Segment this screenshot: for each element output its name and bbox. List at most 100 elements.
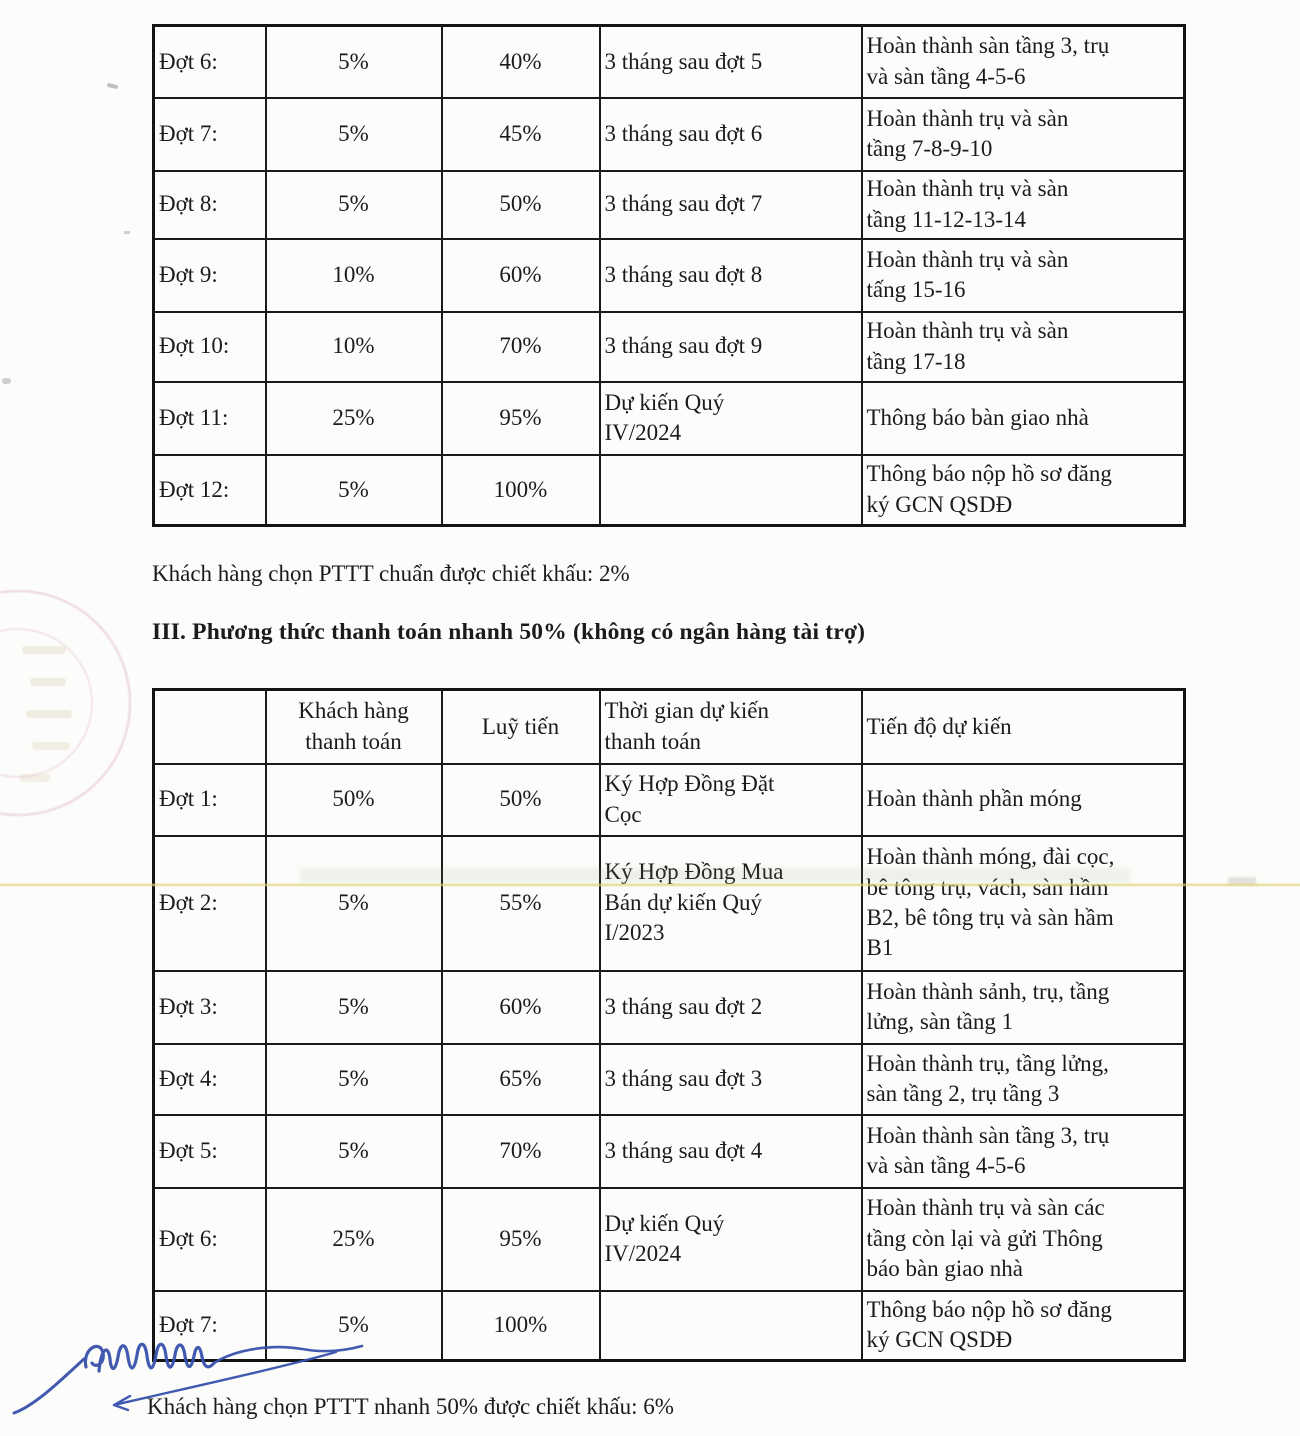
- cell-time: Dự kiến Quý IV/2024: [598, 380, 863, 456]
- cell-progress: Hoàn thành trụ và sàn các tầng còn lại v…: [860, 1186, 1186, 1292]
- cell-payment: 10%: [264, 237, 443, 313]
- cell-payment: 5%: [264, 1113, 443, 1189]
- cell-cumulative: 70%: [440, 1113, 601, 1189]
- cell-payment: 5%: [264, 96, 443, 172]
- cell-installment: Đợt 3:: [152, 969, 267, 1045]
- cell-installment: Đợt 1:: [152, 762, 267, 837]
- header-time: Thời gian dự kiến thanh toán: [598, 688, 863, 765]
- cell-payment: 5%: [264, 169, 443, 240]
- cell-progress: Thông báo nộp hồ sơ đăng ký GCN QSDĐ: [860, 453, 1186, 527]
- cell-payment: 5%: [264, 1289, 443, 1362]
- cell-payment: 5%: [264, 1042, 443, 1116]
- cell-cumulative: 55%: [440, 834, 601, 972]
- signature-scribble: [12, 1342, 364, 1415]
- header-cumulative: Luỹ tiến: [440, 688, 601, 765]
- cell-cumulative: 70%: [440, 310, 601, 383]
- table-header-row: Khách hàng thanh toán Luỹ tiến Thời gian…: [152, 688, 1186, 765]
- fast-discount-note: Khách hàng chọn PTTT nhanh 50% được chiế…: [147, 1394, 674, 1419]
- cell-payment: 5%: [264, 969, 443, 1045]
- table-row: Đợt 4: 5% 65% 3 tháng sau đợt 3 Hoàn thà…: [152, 1042, 1186, 1116]
- standard-discount-note: Khách hàng chọn PTTT chuẩn được chiết kh…: [152, 561, 630, 586]
- scan-speck: [124, 231, 130, 234]
- table-row: Đợt 6: 5% 40% 3 tháng sau đợt 5 Hoàn thà…: [152, 24, 1186, 99]
- cell-time: [598, 453, 863, 527]
- header-progress: Tiến độ dự kiến: [860, 688, 1186, 765]
- cell-payment: 25%: [264, 1186, 443, 1292]
- cell-progress: Hoàn thành sàn tầng 3, trụ và sàn tầng 4…: [860, 24, 1186, 99]
- table-row: Đợt 11: 25% 95% Dự kiến Quý IV/2024 Thôn…: [152, 380, 1186, 456]
- table-row: Đợt 12: 5% 100% Thông báo nộp hồ sơ đăng…: [152, 453, 1186, 527]
- table-row: Đợt 1: 50% 50% Ký Hợp Đồng Đặt Cọc Hoàn …: [152, 762, 1186, 837]
- standard-payment-table-continued: Đợt 6: 5% 40% 3 tháng sau đợt 5 Hoàn thà…: [152, 24, 1186, 527]
- table-row: Đợt 8: 5% 50% 3 tháng sau đợt 7 Hoàn thà…: [152, 169, 1186, 240]
- cell-payment: 50%: [264, 762, 443, 837]
- header-payment: Khách hàng thanh toán: [264, 688, 443, 765]
- cell-installment: Đợt 9:: [152, 237, 267, 313]
- cell-cumulative: 100%: [440, 1289, 601, 1362]
- cell-cumulative: 45%: [440, 96, 601, 172]
- cell-progress: Hoàn thành sảnh, trụ, tầng lửng, sàn tần…: [860, 969, 1186, 1045]
- cell-installment: Đợt 11:: [152, 380, 267, 456]
- cell-cumulative: 50%: [440, 169, 601, 240]
- cell-installment: Đợt 7:: [152, 1289, 267, 1362]
- cell-payment: 5%: [264, 24, 443, 99]
- cell-cumulative: 60%: [440, 969, 601, 1045]
- cell-progress: Hoàn thành trụ và sàn tấng 15-16: [860, 237, 1186, 313]
- header-installment: [152, 688, 267, 765]
- cell-time: Ký Hợp Đồng Mua Bán dự kiến Quý I/2023: [598, 834, 863, 972]
- cell-time: [598, 1289, 863, 1362]
- scan-speck: [106, 82, 119, 90]
- fast-payment-table: Khách hàng thanh toán Luỹ tiến Thời gian…: [152, 688, 1186, 1362]
- section-heading: III. Phương thức thanh toán nhanh 50% (k…: [152, 619, 866, 645]
- cell-time: 3 tháng sau đợt 3: [598, 1042, 863, 1116]
- cell-installment: Đợt 8:: [152, 169, 267, 240]
- cell-payment: 5%: [264, 453, 443, 527]
- cell-time: 3 tháng sau đợt 7: [598, 169, 863, 240]
- cell-installment: Đợt 12:: [152, 453, 267, 527]
- cell-installment: Đợt 6:: [152, 24, 267, 99]
- cell-cumulative: 40%: [440, 24, 601, 99]
- cell-time: Ký Hợp Đồng Đặt Cọc: [598, 762, 863, 837]
- cell-cumulative: 95%: [440, 380, 601, 456]
- cell-time: 3 tháng sau đợt 9: [598, 310, 863, 383]
- table-row: Đợt 9: 10% 60% 3 tháng sau đợt 8 Hoàn th…: [152, 237, 1186, 313]
- table-row: Đợt 6: 25% 95% Dự kiến Quý IV/2024 Hoàn …: [152, 1186, 1186, 1292]
- table-row: Đợt 7: 5% 45% 3 tháng sau đợt 6 Hoàn thà…: [152, 96, 1186, 172]
- cell-progress: Hoàn thành móng, đài cọc, bê tông trụ, v…: [860, 834, 1186, 972]
- cell-progress: Thông báo nộp hồ sơ đăng ký GCN QSDĐ: [860, 1289, 1186, 1362]
- cell-installment: Đợt 6:: [152, 1186, 267, 1292]
- cell-time: Dự kiến Quý IV/2024: [598, 1186, 863, 1292]
- cell-time: 3 tháng sau đợt 5: [598, 24, 863, 99]
- cell-payment: 5%: [264, 834, 443, 972]
- cell-cumulative: 50%: [440, 762, 601, 837]
- table-row: Đợt 5: 5% 70% 3 tháng sau đợt 4 Hoàn thà…: [152, 1113, 1186, 1189]
- cell-installment: Đợt 10:: [152, 310, 267, 383]
- table-row: Đợt 7: 5% 100% Thông báo nộp hồ sơ đăng …: [152, 1289, 1186, 1362]
- cell-progress: Hoàn thành sàn tầng 3, trụ và sàn tầng 4…: [860, 1113, 1186, 1189]
- cell-cumulative: 65%: [440, 1042, 601, 1116]
- table-row: Đợt 10: 10% 70% 3 tháng sau đợt 9 Hoàn t…: [152, 310, 1186, 383]
- cell-time: 3 tháng sau đợt 2: [598, 969, 863, 1045]
- cell-progress: Hoàn thành trụ, tầng lửng, sàn tầng 2, t…: [860, 1042, 1186, 1116]
- cell-payment: 25%: [264, 380, 443, 456]
- cell-time: 3 tháng sau đợt 4: [598, 1113, 863, 1189]
- cell-progress: Hoàn thành trụ và sàn tầng 17-18: [860, 310, 1186, 383]
- cell-progress: Thông báo bàn giao nhà: [860, 380, 1186, 456]
- cell-installment: Đợt 5:: [152, 1113, 267, 1189]
- cell-installment: Đợt 7:: [152, 96, 267, 172]
- cell-installment: Đợt 4:: [152, 1042, 267, 1116]
- scan-speck: [2, 378, 11, 384]
- cell-time: 3 tháng sau đợt 8: [598, 237, 863, 313]
- cell-payment: 10%: [264, 310, 443, 383]
- cell-installment: Đợt 2:: [152, 834, 267, 972]
- table-row: Đợt 2: 5% 55% Ký Hợp Đồng Mua Bán dự kiế…: [152, 834, 1186, 972]
- cell-progress: Hoàn thành phần móng: [860, 762, 1186, 837]
- cell-cumulative: 100%: [440, 453, 601, 527]
- cell-cumulative: 60%: [440, 237, 601, 313]
- scan-speck: [1228, 877, 1256, 885]
- table-row: Đợt 3: 5% 60% 3 tháng sau đợt 2 Hoàn thà…: [152, 969, 1186, 1045]
- stamp-mark: [0, 589, 132, 817]
- cell-progress: Hoàn thành trụ và sàn tầng 7-8-9-10: [860, 96, 1186, 172]
- cell-cumulative: 95%: [440, 1186, 601, 1292]
